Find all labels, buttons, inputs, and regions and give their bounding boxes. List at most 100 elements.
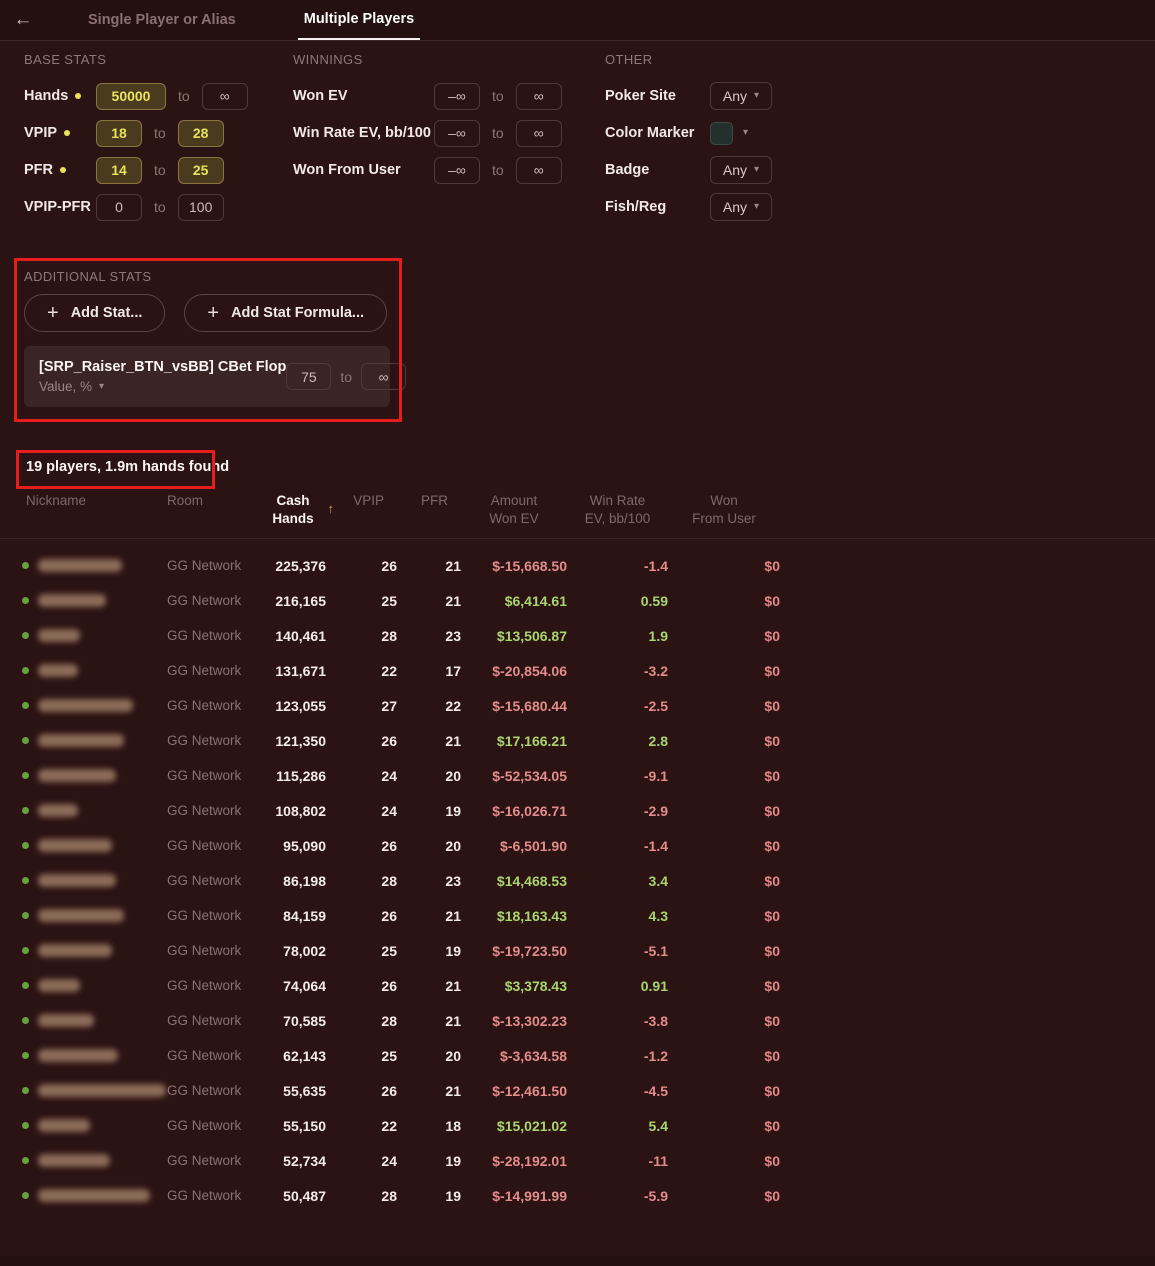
nickname-cell[interactable] xyxy=(0,734,167,747)
nickname-cell[interactable] xyxy=(0,559,167,572)
plus-icon: + xyxy=(207,301,220,324)
won-ev-to-input[interactable] xyxy=(515,82,562,110)
table-row[interactable]: GG Network 55,150 22 18 $15,021.02 5.4 $… xyxy=(0,1108,1155,1143)
winrate-ev-to-input[interactable] xyxy=(515,119,562,147)
table-row[interactable]: GG Network 86,198 28 23 $14,468.53 3.4 $… xyxy=(0,863,1155,898)
header-win-rate[interactable]: Win Rate EV, bb/100 xyxy=(567,492,668,528)
poker-site-dropdown[interactable]: Any ▾ xyxy=(710,82,772,110)
won-from-user-cell: $0 xyxy=(764,1152,780,1169)
nickname-cell[interactable] xyxy=(0,979,167,992)
table-row[interactable]: GG Network 62,143 25 20 $-3,634.58 -1.2 … xyxy=(0,1038,1155,1073)
table-row[interactable]: GG Network 95,090 26 20 $-6,501.90 -1.4 … xyxy=(0,828,1155,863)
table-row[interactable]: GG Network 78,002 25 19 $-19,723.50 -5.1… xyxy=(0,933,1155,968)
table-row[interactable]: GG Network 216,165 25 21 $6,414.61 0.59 … xyxy=(0,583,1155,618)
header-pfr[interactable]: PFR xyxy=(421,493,448,508)
back-arrow-icon[interactable]: ← xyxy=(13,9,33,30)
online-status-dot-icon xyxy=(22,1087,29,1094)
online-status-dot-icon xyxy=(22,702,29,709)
table-row[interactable]: GG Network 121,350 26 21 $17,166.21 2.8 … xyxy=(0,723,1155,758)
table-row[interactable]: GG Network 115,286 24 20 $-52,534.05 -9.… xyxy=(0,758,1155,793)
nickname-cell[interactable] xyxy=(0,594,167,607)
table-row[interactable]: GG Network 70,585 28 21 $-13,302.23 -3.8… xyxy=(0,1003,1155,1038)
won-from-user-cell: $0 xyxy=(764,1082,780,1099)
won-ev-from-input[interactable] xyxy=(434,82,480,110)
table-row[interactable]: GG Network 55,635 26 21 $-12,461.50 -4.5… xyxy=(0,1073,1155,1108)
amount-won-ev-cell: $-14,991.99 xyxy=(492,1187,567,1204)
won-from-user-cell: $0 xyxy=(764,1012,780,1029)
table-row[interactable]: GG Network 108,802 24 19 $-16,026.71 -2.… xyxy=(0,793,1155,828)
hands-from-input[interactable] xyxy=(96,82,166,110)
hands-to-input[interactable] xyxy=(201,82,248,110)
header-room[interactable]: Room xyxy=(167,493,204,508)
to-label: to xyxy=(492,125,504,141)
tab-multiple-players[interactable]: Multiple Players xyxy=(297,0,421,40)
nickname-cell[interactable] xyxy=(0,699,167,712)
win-rate-cell: -11 xyxy=(648,1152,668,1169)
vpip-pfr-to-input[interactable] xyxy=(177,193,224,221)
nickname-cell[interactable] xyxy=(0,629,167,642)
table-row[interactable]: GG Network 140,461 28 23 $13,506.87 1.9 … xyxy=(0,618,1155,653)
nickname-cell[interactable] xyxy=(0,1049,167,1062)
vpip-pfr-from-input[interactable] xyxy=(96,193,142,221)
nickname-cell[interactable] xyxy=(0,1154,167,1167)
winrate-ev-from-input[interactable] xyxy=(434,119,480,147)
nickname-cell[interactable] xyxy=(0,1119,167,1132)
plus-icon: + xyxy=(47,301,59,324)
color-marker-dropdown[interactable]: ▾ xyxy=(710,121,748,145)
nickname-cell[interactable] xyxy=(0,664,167,677)
color-marker-swatch[interactable] xyxy=(710,121,733,145)
cash-hands-cell: 52,734 xyxy=(283,1152,326,1169)
redacted-nickname xyxy=(38,594,106,607)
amount-won-ev-cell: $-3,634.58 xyxy=(500,1047,567,1064)
vpip-from-input[interactable] xyxy=(96,119,142,147)
header-vpip[interactable]: VPIP xyxy=(353,493,384,508)
won-from-user-cell: $0 xyxy=(764,837,780,854)
table-row[interactable]: GG Network 50,487 28 19 $-14,991.99 -5.9… xyxy=(0,1178,1155,1213)
cash-hands-cell: 121,350 xyxy=(275,732,326,749)
sort-ascending-icon[interactable]: ↑ xyxy=(327,501,335,516)
vpip-to-input[interactable] xyxy=(177,119,224,147)
won-from-user-from-input[interactable] xyxy=(434,156,480,184)
stat-unit-dropdown[interactable]: Value, % ▾ xyxy=(39,379,286,394)
fish-reg-dropdown[interactable]: Any ▾ xyxy=(710,193,772,221)
header-nickname[interactable]: Nickname xyxy=(26,493,87,508)
header-won-from-user[interactable]: Won From User xyxy=(668,492,780,528)
nickname-cell[interactable] xyxy=(0,874,167,887)
nickname-cell[interactable] xyxy=(0,804,167,817)
table-row[interactable]: GG Network 52,734 24 19 $-28,192.01 -11 … xyxy=(0,1143,1155,1178)
tab-single-player[interactable]: Single Player or Alias xyxy=(88,12,236,28)
stat-from-input[interactable] xyxy=(286,363,332,390)
nickname-cell[interactable] xyxy=(0,944,167,957)
table-row[interactable]: GG Network 131,671 22 17 $-20,854.06 -3.… xyxy=(0,653,1155,688)
amount-won-ev-cell: $-19,723.50 xyxy=(492,942,567,959)
badge-dropdown[interactable]: Any ▾ xyxy=(710,156,772,184)
nickname-cell[interactable] xyxy=(0,909,167,922)
header-amount-won-ev[interactable]: Amount Won EV xyxy=(461,492,567,528)
table-row[interactable]: GG Network 225,376 26 21 $-15,668.50 -1.… xyxy=(0,548,1155,583)
nickname-cell[interactable] xyxy=(0,1084,167,1097)
nickname-cell[interactable] xyxy=(0,839,167,852)
cash-hands-cell: 70,585 xyxy=(283,1012,326,1029)
pfr-from-input[interactable] xyxy=(96,156,142,184)
won-from-user-to-input[interactable] xyxy=(515,156,562,184)
room-cell: GG Network xyxy=(167,1118,242,1133)
pfr-cell: 19 xyxy=(445,802,461,819)
chevron-down-icon: ▾ xyxy=(754,201,760,212)
online-status-dot-icon xyxy=(22,807,29,814)
nickname-cell[interactable] xyxy=(0,769,167,782)
pfr-to-input[interactable] xyxy=(177,156,224,184)
table-row[interactable]: GG Network 74,064 26 21 $3,378.43 0.91 $… xyxy=(0,968,1155,1003)
amount-won-ev-cell: $-28,192.01 xyxy=(492,1152,567,1169)
table-row[interactable]: GG Network 123,055 27 22 $-15,680.44 -2.… xyxy=(0,688,1155,723)
add-stat-button[interactable]: + Add Stat... xyxy=(24,294,166,332)
nickname-cell[interactable] xyxy=(0,1014,167,1027)
nickname-cell[interactable] xyxy=(0,1189,167,1202)
players-table: Nickname Room Cash Hands ↑ VPIP PFR Amou… xyxy=(0,492,1155,1213)
vpip-cell: 22 xyxy=(381,662,397,679)
header-cash-hands[interactable]: Cash Hands ↑ xyxy=(260,492,334,528)
table-row[interactable]: GG Network 84,159 26 21 $18,163.43 4.3 $… xyxy=(0,898,1155,933)
add-stat-formula-button[interactable]: + Add Stat Formula... xyxy=(184,294,387,332)
filter-row-badge: Badge Any ▾ xyxy=(605,156,772,184)
stat-to-input[interactable] xyxy=(361,363,407,390)
redacted-nickname xyxy=(38,1014,94,1027)
